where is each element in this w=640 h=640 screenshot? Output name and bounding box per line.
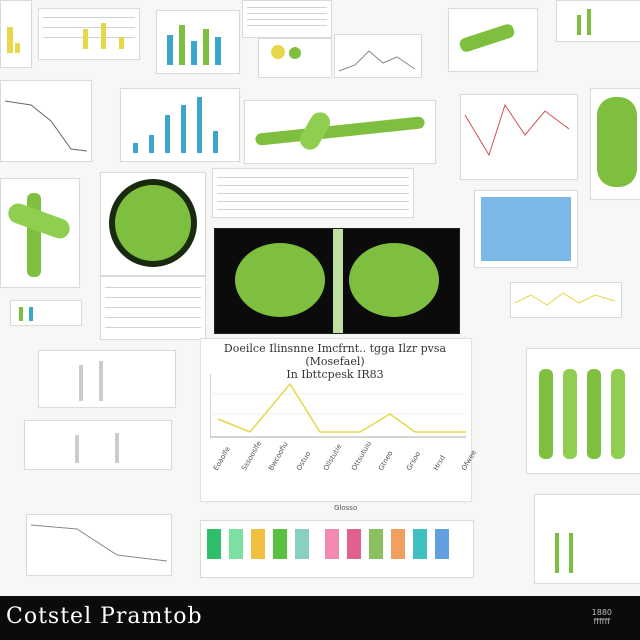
main-chart-x-label: Glosso <box>334 504 358 512</box>
thumb-wave-chart[interactable] <box>510 282 622 318</box>
footer-right-text: 1880 ffffff <box>591 608 612 626</box>
thumb-stem-illustration[interactable] <box>0 178 80 288</box>
thumb-text-panel-mid[interactable] <box>212 168 414 218</box>
line-chart-svg <box>338 50 416 72</box>
thumb-text-panel-left[interactable] <box>100 276 206 340</box>
thumb-leaf-cluster[interactable] <box>100 172 206 276</box>
main-chart-line <box>217 382 466 433</box>
thumb-bar-chart-4[interactable] <box>38 350 176 408</box>
thumb-small-bars-left[interactable] <box>10 300 82 326</box>
line-chart-svg <box>30 524 168 562</box>
thumb-bar-chart-yellow[interactable] <box>0 0 32 68</box>
line-chart-svg <box>464 103 570 157</box>
footer-title: Cotstel Pramtob <box>6 604 203 629</box>
hero-leaf-image[interactable] <box>214 228 460 334</box>
thumb-line-chart-1[interactable] <box>334 34 422 78</box>
thumb-bar-chart-3[interactable] <box>556 0 640 42</box>
thumb-leaf-panel[interactable] <box>258 38 332 78</box>
thumb-bar-chart-2[interactable] <box>156 10 240 74</box>
thumb-bar-chart-5[interactable] <box>24 420 172 470</box>
thumb-leaf-image[interactable] <box>448 8 538 72</box>
thumb-line-chart-3[interactable] <box>460 94 578 180</box>
thumb-bar-chart-6[interactable] <box>534 494 640 584</box>
thumb-seedling-illustration[interactable] <box>244 100 436 164</box>
color-swatch-strip[interactable] <box>200 520 474 578</box>
thumb-text-panel-top[interactable] <box>242 0 332 38</box>
main-chart-plot <box>210 374 466 438</box>
main-chart-title-line2: In Ibttcpesk IR83 <box>286 368 384 381</box>
main-line-chart[interactable] <box>200 338 472 502</box>
thumb-bar-chart-blue[interactable] <box>120 88 240 162</box>
main-chart-title: Doeilce Ilinsnne Imcfrnt.. tgga Ilzr pvs… <box>204 342 466 381</box>
line-chart-svg <box>514 292 616 306</box>
main-chart-title-line1: Doeilce Ilinsnne Imcfrnt.. tgga Ilzr pvs… <box>223 342 447 368</box>
thumb-leaf-closeup[interactable] <box>590 88 640 200</box>
thumb-line-chart-4[interactable] <box>26 514 172 576</box>
line-chart-svg <box>4 100 88 152</box>
thumb-bar-chart-1[interactable] <box>38 8 140 60</box>
thumb-line-chart-2[interactable] <box>0 80 92 162</box>
thumb-stalks-illustration[interactable] <box>526 348 640 474</box>
footer-bar: Cotstel Pramtob 1880 ffffff <box>0 596 640 640</box>
thumb-heatmap[interactable] <box>474 190 578 268</box>
